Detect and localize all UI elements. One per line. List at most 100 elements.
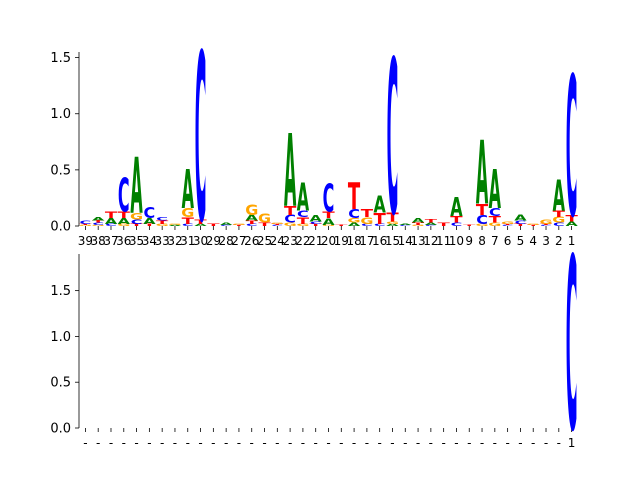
logo-letter-G: G bbox=[232, 223, 245, 225]
position-label: - bbox=[109, 436, 113, 450]
logo-letter-C: C bbox=[566, 208, 578, 480]
logo-letter-G: G bbox=[386, 221, 399, 225]
logo-letter-T: T bbox=[105, 210, 118, 220]
position-label: - bbox=[96, 436, 100, 450]
logo-letter-G: G bbox=[539, 218, 552, 225]
logo-letter-G: G bbox=[322, 225, 335, 227]
logo-letter-G: G bbox=[92, 225, 105, 227]
logo-letter-C: C bbox=[540, 225, 552, 227]
position-label: - bbox=[186, 436, 190, 450]
logo-letter-G: G bbox=[360, 216, 373, 227]
logo-letter-T: T bbox=[527, 225, 540, 227]
logo-letter-C: C bbox=[220, 225, 232, 227]
logo-letter-C: C bbox=[425, 225, 437, 227]
position-label: 34 bbox=[142, 234, 157, 248]
logo-letter-A: A bbox=[412, 217, 425, 224]
logo-letter-T: T bbox=[501, 224, 514, 226]
logo-letter-A: A bbox=[182, 159, 194, 221]
logo-letter-T: T bbox=[92, 220, 105, 224]
position-label: 2 bbox=[555, 234, 563, 248]
logo-letter-A: A bbox=[348, 222, 362, 228]
position-label: - bbox=[544, 436, 548, 450]
y-tick-label: 1.0 bbox=[50, 107, 71, 122]
logo-letter-T: T bbox=[246, 220, 258, 225]
position-label: - bbox=[352, 436, 356, 450]
logo-letter-A: A bbox=[130, 142, 142, 232]
logo-letter-G: G bbox=[130, 211, 143, 222]
position-label: - bbox=[518, 436, 522, 450]
logo-letter-T: T bbox=[284, 204, 297, 218]
position-label: 26 bbox=[244, 234, 259, 248]
position-label: - bbox=[403, 436, 407, 450]
logo-letter-A: A bbox=[450, 193, 463, 223]
logo-letter-C: C bbox=[566, 37, 578, 261]
logo-letter-T: T bbox=[118, 210, 131, 220]
logo-letter-G: G bbox=[271, 222, 284, 224]
logo-letter-C: C bbox=[553, 222, 565, 228]
logo-letter-T: T bbox=[335, 225, 348, 227]
logo-letter-C: C bbox=[515, 219, 527, 225]
logo-letter-G: G bbox=[348, 217, 361, 224]
position-label: - bbox=[378, 436, 382, 450]
logo-letter-T: T bbox=[540, 224, 553, 226]
logo-panel-bottom: 0.00.51.01.5- - - - - - - - - - - - - - - - - - - - - - - - - - - -… bbox=[50, 208, 578, 484]
position-label: - bbox=[224, 436, 228, 450]
position-label: 10 bbox=[449, 234, 464, 248]
position-label: 7 bbox=[491, 234, 499, 248]
logo-letter-C: C bbox=[118, 170, 130, 223]
position-label: 8 bbox=[478, 234, 486, 248]
logo-panel-top: 0.00.51.01.539GTC38GCTA37CAT36GATC35TCGA… bbox=[50, 5, 578, 274]
logo-letter-T: T bbox=[348, 175, 360, 218]
logo-letter-T: T bbox=[489, 215, 502, 225]
position-label: 21 bbox=[308, 234, 323, 248]
logo-letter-A: A bbox=[399, 223, 412, 225]
logo-letter-T: T bbox=[437, 222, 449, 227]
y-tick-label: 0.0 bbox=[50, 220, 71, 235]
logo-letter-C: C bbox=[387, 17, 399, 264]
y-tick-label: 0.5 bbox=[50, 376, 71, 391]
logo-letter-A: A bbox=[246, 213, 259, 222]
logo-letter-C: C bbox=[297, 209, 309, 220]
position-label: - bbox=[429, 436, 433, 450]
position-label: - bbox=[250, 436, 254, 450]
position-label: 35 bbox=[129, 234, 144, 248]
position-label: - bbox=[211, 436, 215, 450]
logo-letter-A: A bbox=[220, 222, 232, 226]
position-label: - bbox=[326, 436, 330, 450]
position-label: 31 bbox=[180, 234, 195, 248]
logo-letter-T: T bbox=[412, 222, 425, 226]
position-label: 1 bbox=[568, 436, 576, 450]
position-label: 17 bbox=[359, 234, 374, 248]
logo-letter-T: T bbox=[156, 220, 168, 225]
logo-letter-A: A bbox=[322, 217, 335, 228]
position-label: - bbox=[467, 436, 471, 450]
logo-letter-C: C bbox=[80, 219, 92, 225]
logo-letter-C: C bbox=[348, 208, 360, 222]
logo-letter-C: C bbox=[271, 225, 283, 227]
logo-letter-T: T bbox=[271, 224, 284, 226]
y-tick-label: 1.5 bbox=[50, 51, 71, 66]
position-label: - bbox=[505, 436, 509, 450]
position-label: - bbox=[365, 436, 369, 450]
logo-letter-G: G bbox=[527, 223, 540, 225]
logo-letter-A: A bbox=[489, 159, 501, 221]
position-label: 1 bbox=[568, 234, 576, 248]
position-label: - bbox=[416, 436, 420, 450]
position-label: - bbox=[441, 436, 445, 450]
logo-letter-T: T bbox=[374, 209, 387, 227]
position-label: - bbox=[160, 436, 164, 450]
position-label: 39 bbox=[78, 234, 93, 248]
position-label: 5 bbox=[517, 234, 525, 248]
logo-letter-T: T bbox=[476, 200, 489, 218]
position-label: - bbox=[454, 436, 458, 450]
logo-letter-A: A bbox=[92, 216, 106, 222]
position-label: 6 bbox=[504, 234, 512, 248]
logo-letter-A: A bbox=[143, 216, 156, 225]
logo-letter-A: A bbox=[310, 214, 323, 225]
logo-letter-T: T bbox=[194, 218, 207, 225]
logo-letter-T: T bbox=[553, 209, 566, 219]
logo-letter-C: C bbox=[195, 5, 207, 274]
logo-letter-C: C bbox=[144, 203, 156, 222]
logo-letter-T: T bbox=[565, 214, 578, 224]
